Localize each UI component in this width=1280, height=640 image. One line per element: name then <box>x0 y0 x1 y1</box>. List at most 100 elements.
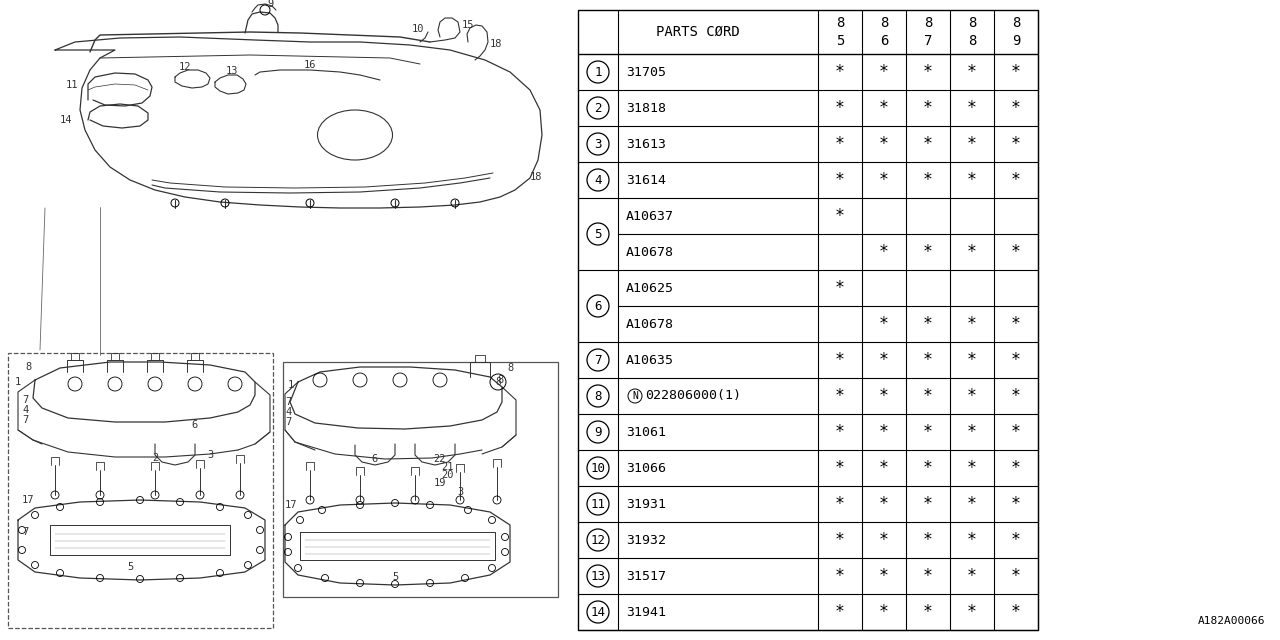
Text: 5: 5 <box>594 227 602 241</box>
Text: 31061: 31061 <box>626 426 666 438</box>
Text: 14: 14 <box>59 115 72 125</box>
Text: *: * <box>966 531 977 549</box>
Text: *: * <box>1011 567 1021 585</box>
Text: 11: 11 <box>590 497 605 511</box>
Text: *: * <box>835 207 845 225</box>
Text: 7: 7 <box>22 527 28 537</box>
Text: *: * <box>879 171 890 189</box>
Text: PARTS CØRD: PARTS CØRD <box>657 25 740 39</box>
Text: 2: 2 <box>152 453 159 463</box>
Text: 022806000(1): 022806000(1) <box>645 390 741 403</box>
Text: 3: 3 <box>594 138 602 150</box>
Text: 20: 20 <box>442 470 454 480</box>
Text: A10635: A10635 <box>626 353 675 367</box>
Text: 9: 9 <box>594 426 602 438</box>
Text: 1: 1 <box>288 380 294 390</box>
Text: *: * <box>835 387 845 405</box>
Text: 31613: 31613 <box>626 138 666 150</box>
Text: *: * <box>835 171 845 189</box>
Text: *: * <box>923 135 933 153</box>
Text: *: * <box>1011 603 1021 621</box>
Text: *: * <box>835 459 845 477</box>
Text: 8: 8 <box>497 375 503 385</box>
Text: 8: 8 <box>968 34 977 48</box>
Text: 5: 5 <box>127 562 133 572</box>
Text: *: * <box>923 387 933 405</box>
Text: 8: 8 <box>495 377 500 387</box>
Text: *: * <box>966 567 977 585</box>
Text: 21: 21 <box>442 462 454 472</box>
Text: *: * <box>1011 99 1021 117</box>
Text: 4: 4 <box>594 173 602 186</box>
Text: 7: 7 <box>22 395 28 405</box>
Text: 8: 8 <box>507 363 513 373</box>
Text: *: * <box>1011 495 1021 513</box>
Text: A10625: A10625 <box>626 282 675 294</box>
Text: 31066: 31066 <box>626 461 666 474</box>
Text: 17: 17 <box>22 495 35 505</box>
Text: *: * <box>879 99 890 117</box>
Text: 9: 9 <box>1011 34 1020 48</box>
Text: *: * <box>879 387 890 405</box>
Text: *: * <box>835 351 845 369</box>
Text: *: * <box>923 315 933 333</box>
Bar <box>8 353 273 628</box>
Text: *: * <box>966 459 977 477</box>
Text: *: * <box>923 351 933 369</box>
Text: *: * <box>879 351 890 369</box>
Text: 6: 6 <box>594 300 602 312</box>
Text: *: * <box>1011 63 1021 81</box>
Text: *: * <box>835 63 845 81</box>
Text: 16: 16 <box>303 60 316 70</box>
Text: *: * <box>923 531 933 549</box>
Text: 9: 9 <box>266 0 273 9</box>
Text: 4: 4 <box>285 407 292 417</box>
Text: 13: 13 <box>225 66 238 76</box>
Text: 1: 1 <box>594 65 602 79</box>
Text: 7: 7 <box>594 353 602 367</box>
Text: *: * <box>1011 243 1021 261</box>
Text: 31614: 31614 <box>626 173 666 186</box>
Text: 6: 6 <box>192 420 198 430</box>
Text: *: * <box>879 567 890 585</box>
Text: *: * <box>923 171 933 189</box>
Text: 13: 13 <box>590 570 605 582</box>
Text: 10: 10 <box>412 24 424 34</box>
Text: 5: 5 <box>392 572 398 582</box>
Text: *: * <box>835 603 845 621</box>
Text: *: * <box>879 459 890 477</box>
Text: A182A00066: A182A00066 <box>1198 616 1265 626</box>
Text: 8: 8 <box>594 390 602 403</box>
Text: 7: 7 <box>22 415 28 425</box>
Text: 3: 3 <box>207 450 214 460</box>
Text: N: N <box>632 391 637 401</box>
Text: *: * <box>966 351 977 369</box>
Text: *: * <box>1011 459 1021 477</box>
Text: 8: 8 <box>924 16 932 30</box>
Text: *: * <box>966 135 977 153</box>
Text: *: * <box>1011 315 1021 333</box>
Text: 22: 22 <box>434 454 447 464</box>
Text: *: * <box>923 567 933 585</box>
Text: *: * <box>879 63 890 81</box>
Text: 31931: 31931 <box>626 497 666 511</box>
Text: *: * <box>966 387 977 405</box>
Text: *: * <box>923 459 933 477</box>
Text: *: * <box>835 135 845 153</box>
Text: *: * <box>1011 423 1021 441</box>
Text: *: * <box>879 135 890 153</box>
Text: *: * <box>966 171 977 189</box>
Text: 18: 18 <box>530 172 543 182</box>
Text: *: * <box>879 603 890 621</box>
Text: 31932: 31932 <box>626 534 666 547</box>
Text: 8: 8 <box>968 16 977 30</box>
Text: 18: 18 <box>490 39 502 49</box>
Text: 7: 7 <box>924 34 932 48</box>
Text: 8: 8 <box>1011 16 1020 30</box>
Text: 3: 3 <box>457 487 463 497</box>
Text: 5: 5 <box>836 34 845 48</box>
Text: *: * <box>966 99 977 117</box>
Text: *: * <box>923 603 933 621</box>
Text: *: * <box>966 603 977 621</box>
Text: 31705: 31705 <box>626 65 666 79</box>
